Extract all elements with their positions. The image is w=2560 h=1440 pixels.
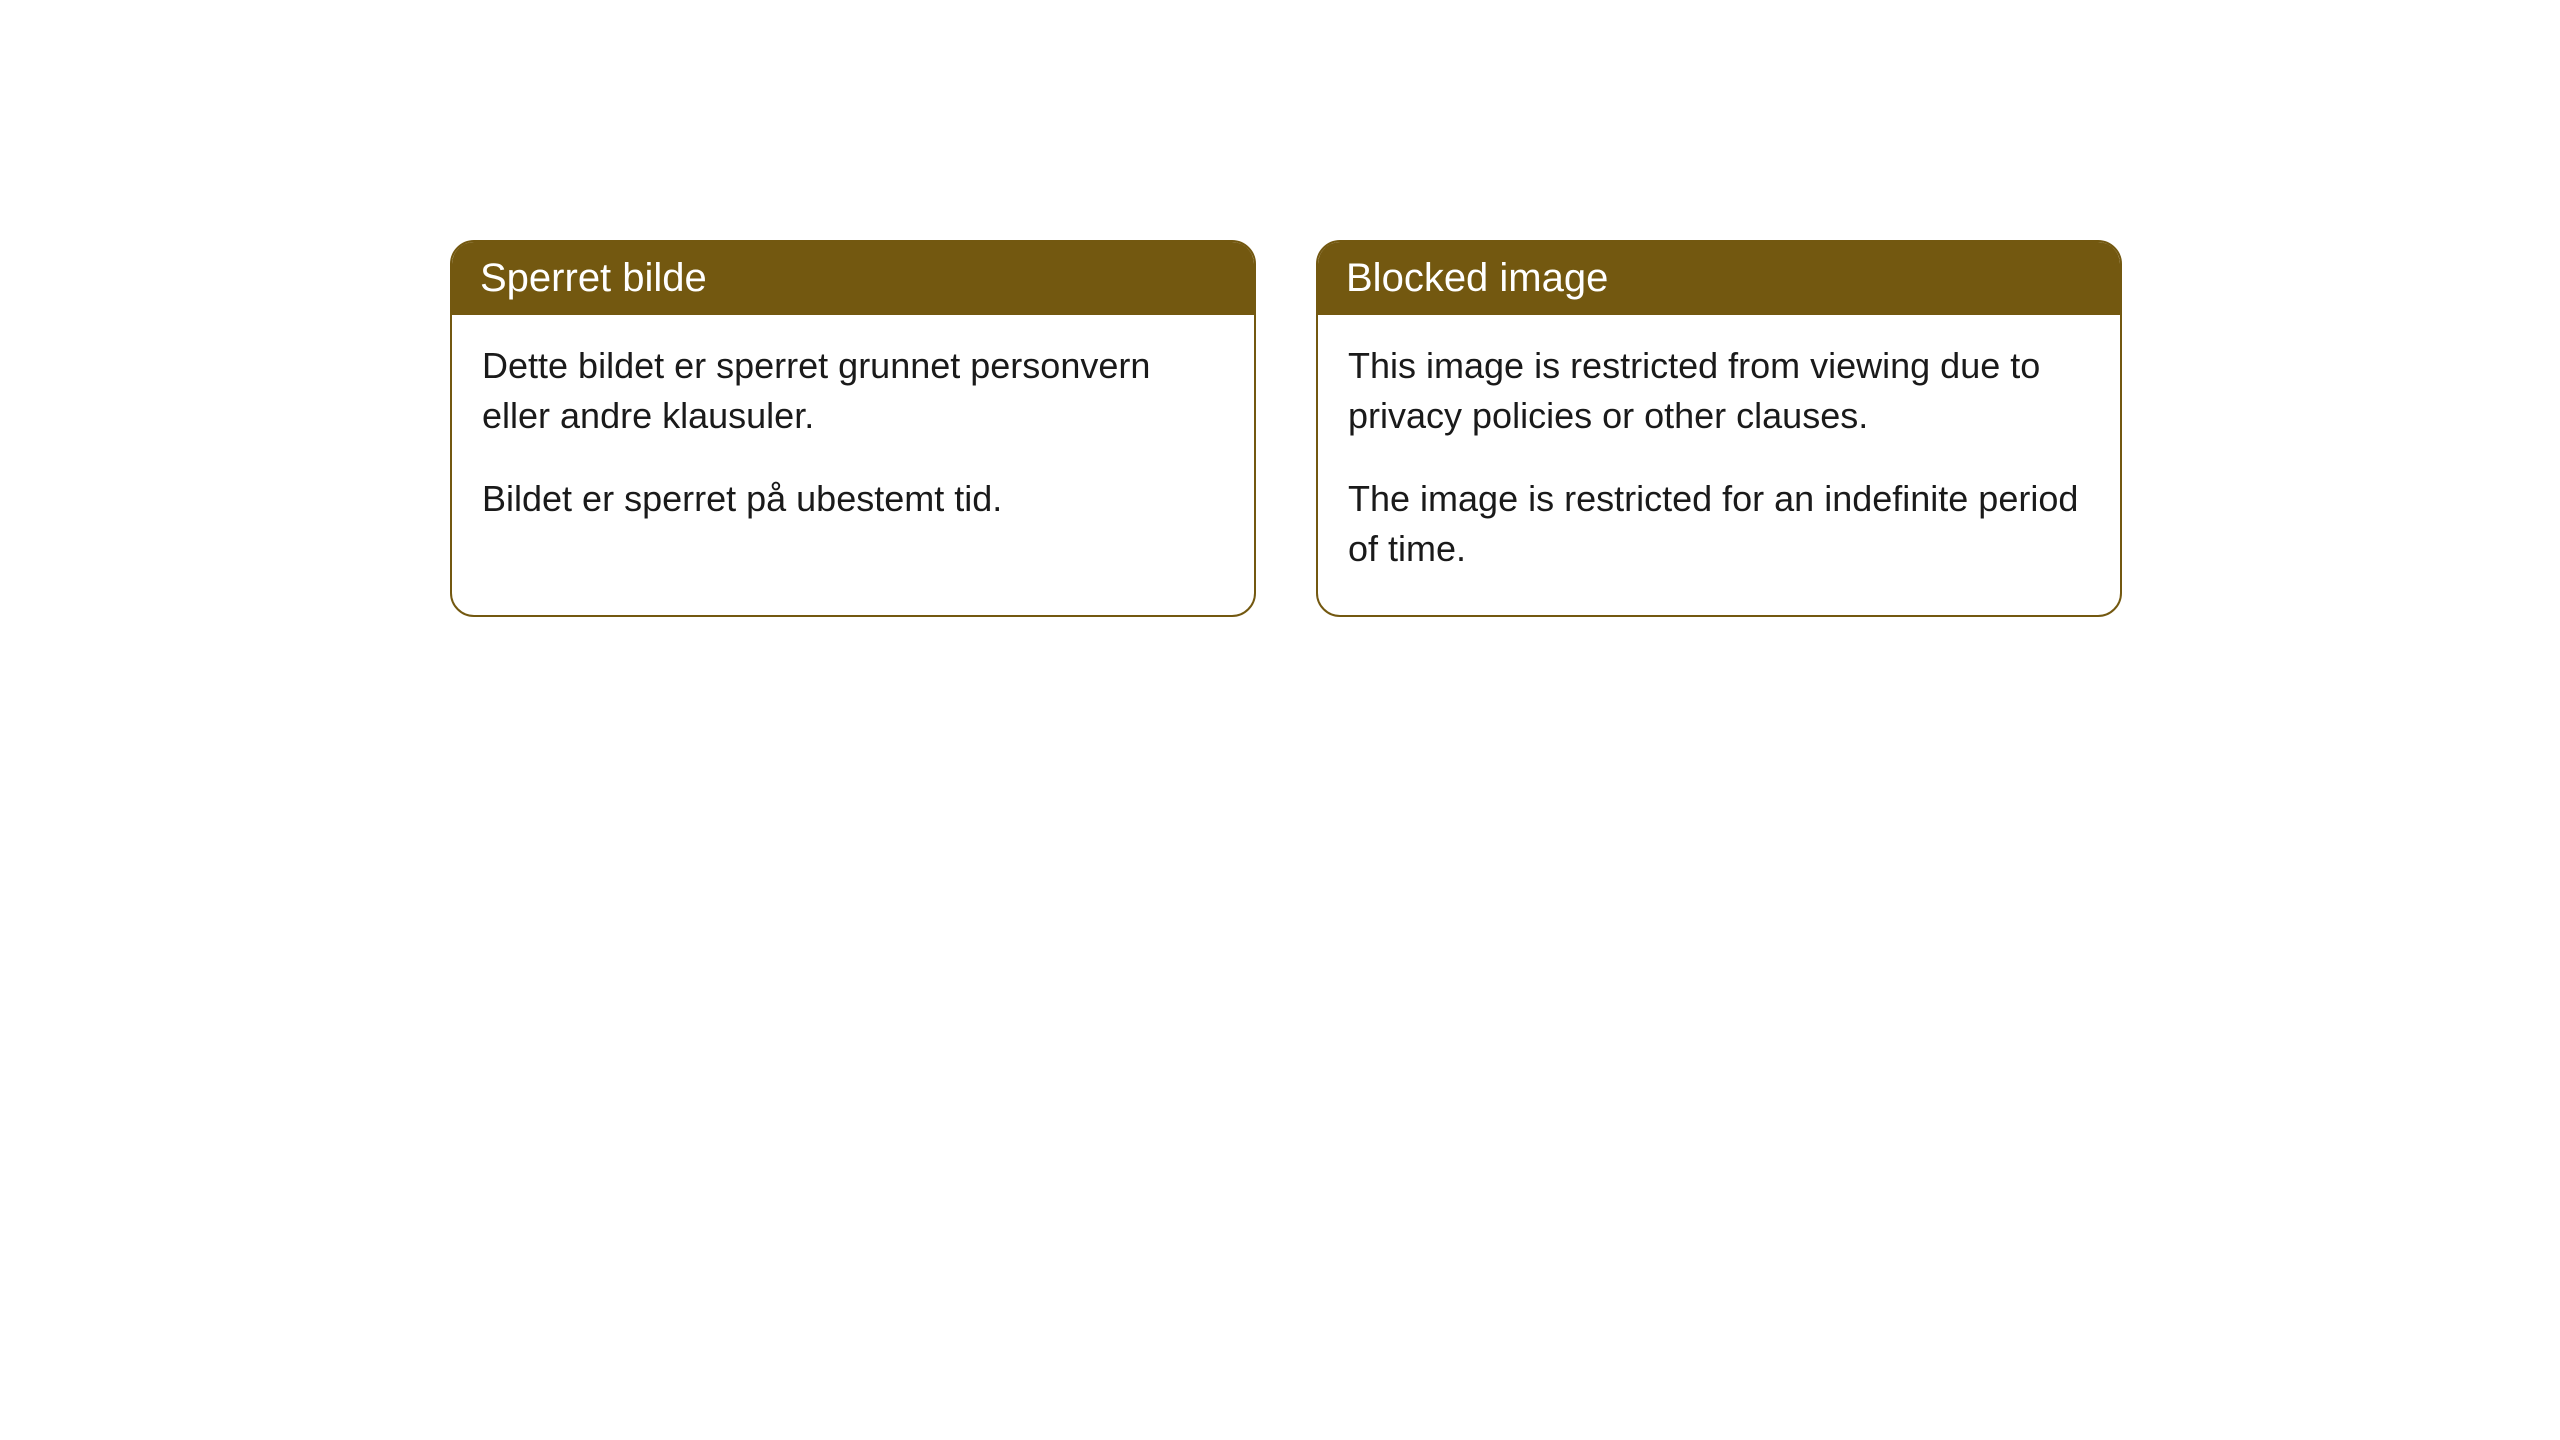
card-title: Blocked image xyxy=(1346,256,1608,300)
card-english: Blocked image This image is restricted f… xyxy=(1316,240,2122,617)
card-title: Sperret bilde xyxy=(480,256,707,300)
card-paragraph-2: Bildet er sperret på ubestemt tid. xyxy=(482,474,1224,524)
cards-container: Sperret bilde Dette bildet er sperret gr… xyxy=(450,240,2122,617)
card-header: Sperret bilde xyxy=(452,242,1254,315)
card-norwegian: Sperret bilde Dette bildet er sperret gr… xyxy=(450,240,1256,617)
card-body: This image is restricted from viewing du… xyxy=(1318,315,2120,615)
card-paragraph-1: Dette bildet er sperret grunnet personve… xyxy=(482,341,1224,442)
card-paragraph-2: The image is restricted for an indefinit… xyxy=(1348,474,2090,575)
card-body: Dette bildet er sperret grunnet personve… xyxy=(452,315,1254,564)
card-paragraph-1: This image is restricted from viewing du… xyxy=(1348,341,2090,442)
card-header: Blocked image xyxy=(1318,242,2120,315)
